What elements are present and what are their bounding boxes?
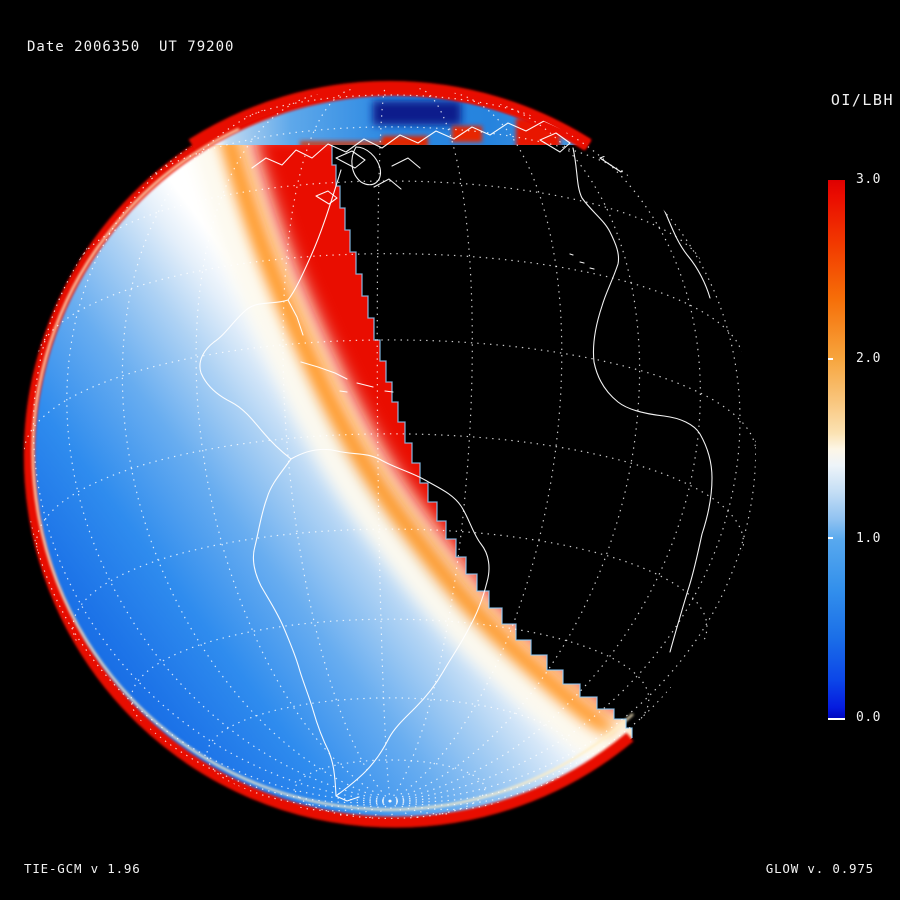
coastlines bbox=[199, 118, 713, 802]
colorbar-tick-mark bbox=[828, 537, 833, 539]
coastline-caribbean bbox=[300, 361, 394, 393]
date-label: Date 2006350 UT 79200 bbox=[27, 39, 235, 55]
jagged-edge-fringe bbox=[331, 145, 633, 738]
navy-patch bbox=[373, 101, 461, 125]
coastline-south-america bbox=[252, 448, 490, 802]
coastline-hudson-bay bbox=[351, 146, 382, 186]
band-red-fringe bbox=[452, 126, 482, 142]
coastline-north-america-east bbox=[199, 169, 342, 460]
coastline-newfoundland bbox=[315, 150, 421, 205]
coastline-north-atlantic bbox=[539, 132, 711, 299]
limb-inner-cream-line bbox=[31, 127, 634, 811]
colorbar-tick-label-2: 2.0 bbox=[856, 351, 881, 366]
graticule-grid bbox=[24, 87, 756, 819]
limb-ring-top-arc bbox=[188, 80, 592, 151]
colorbar-tick-label-0: 0.0 bbox=[856, 710, 881, 725]
band-red-fringe bbox=[300, 141, 392, 145]
colorbar bbox=[828, 180, 845, 720]
coastline-africa-west bbox=[572, 147, 713, 653]
colorbar-tick-mark bbox=[828, 358, 833, 360]
model-version-label-tiegcm: TIE-GCM v 1.96 bbox=[24, 861, 141, 876]
colorbar-tick-label-3: 3.0 bbox=[856, 172, 881, 187]
colorbar-tick-label-1: 1.0 bbox=[856, 531, 881, 546]
model-version-label-glow: GLOW v. 0.975 bbox=[765, 861, 874, 876]
colorbar-title: OI/LBH bbox=[830, 91, 894, 109]
coastline-arctic-canada bbox=[251, 118, 579, 169]
coastline-atlantic-islands bbox=[569, 253, 595, 270]
band-red-fringe bbox=[382, 136, 428, 145]
